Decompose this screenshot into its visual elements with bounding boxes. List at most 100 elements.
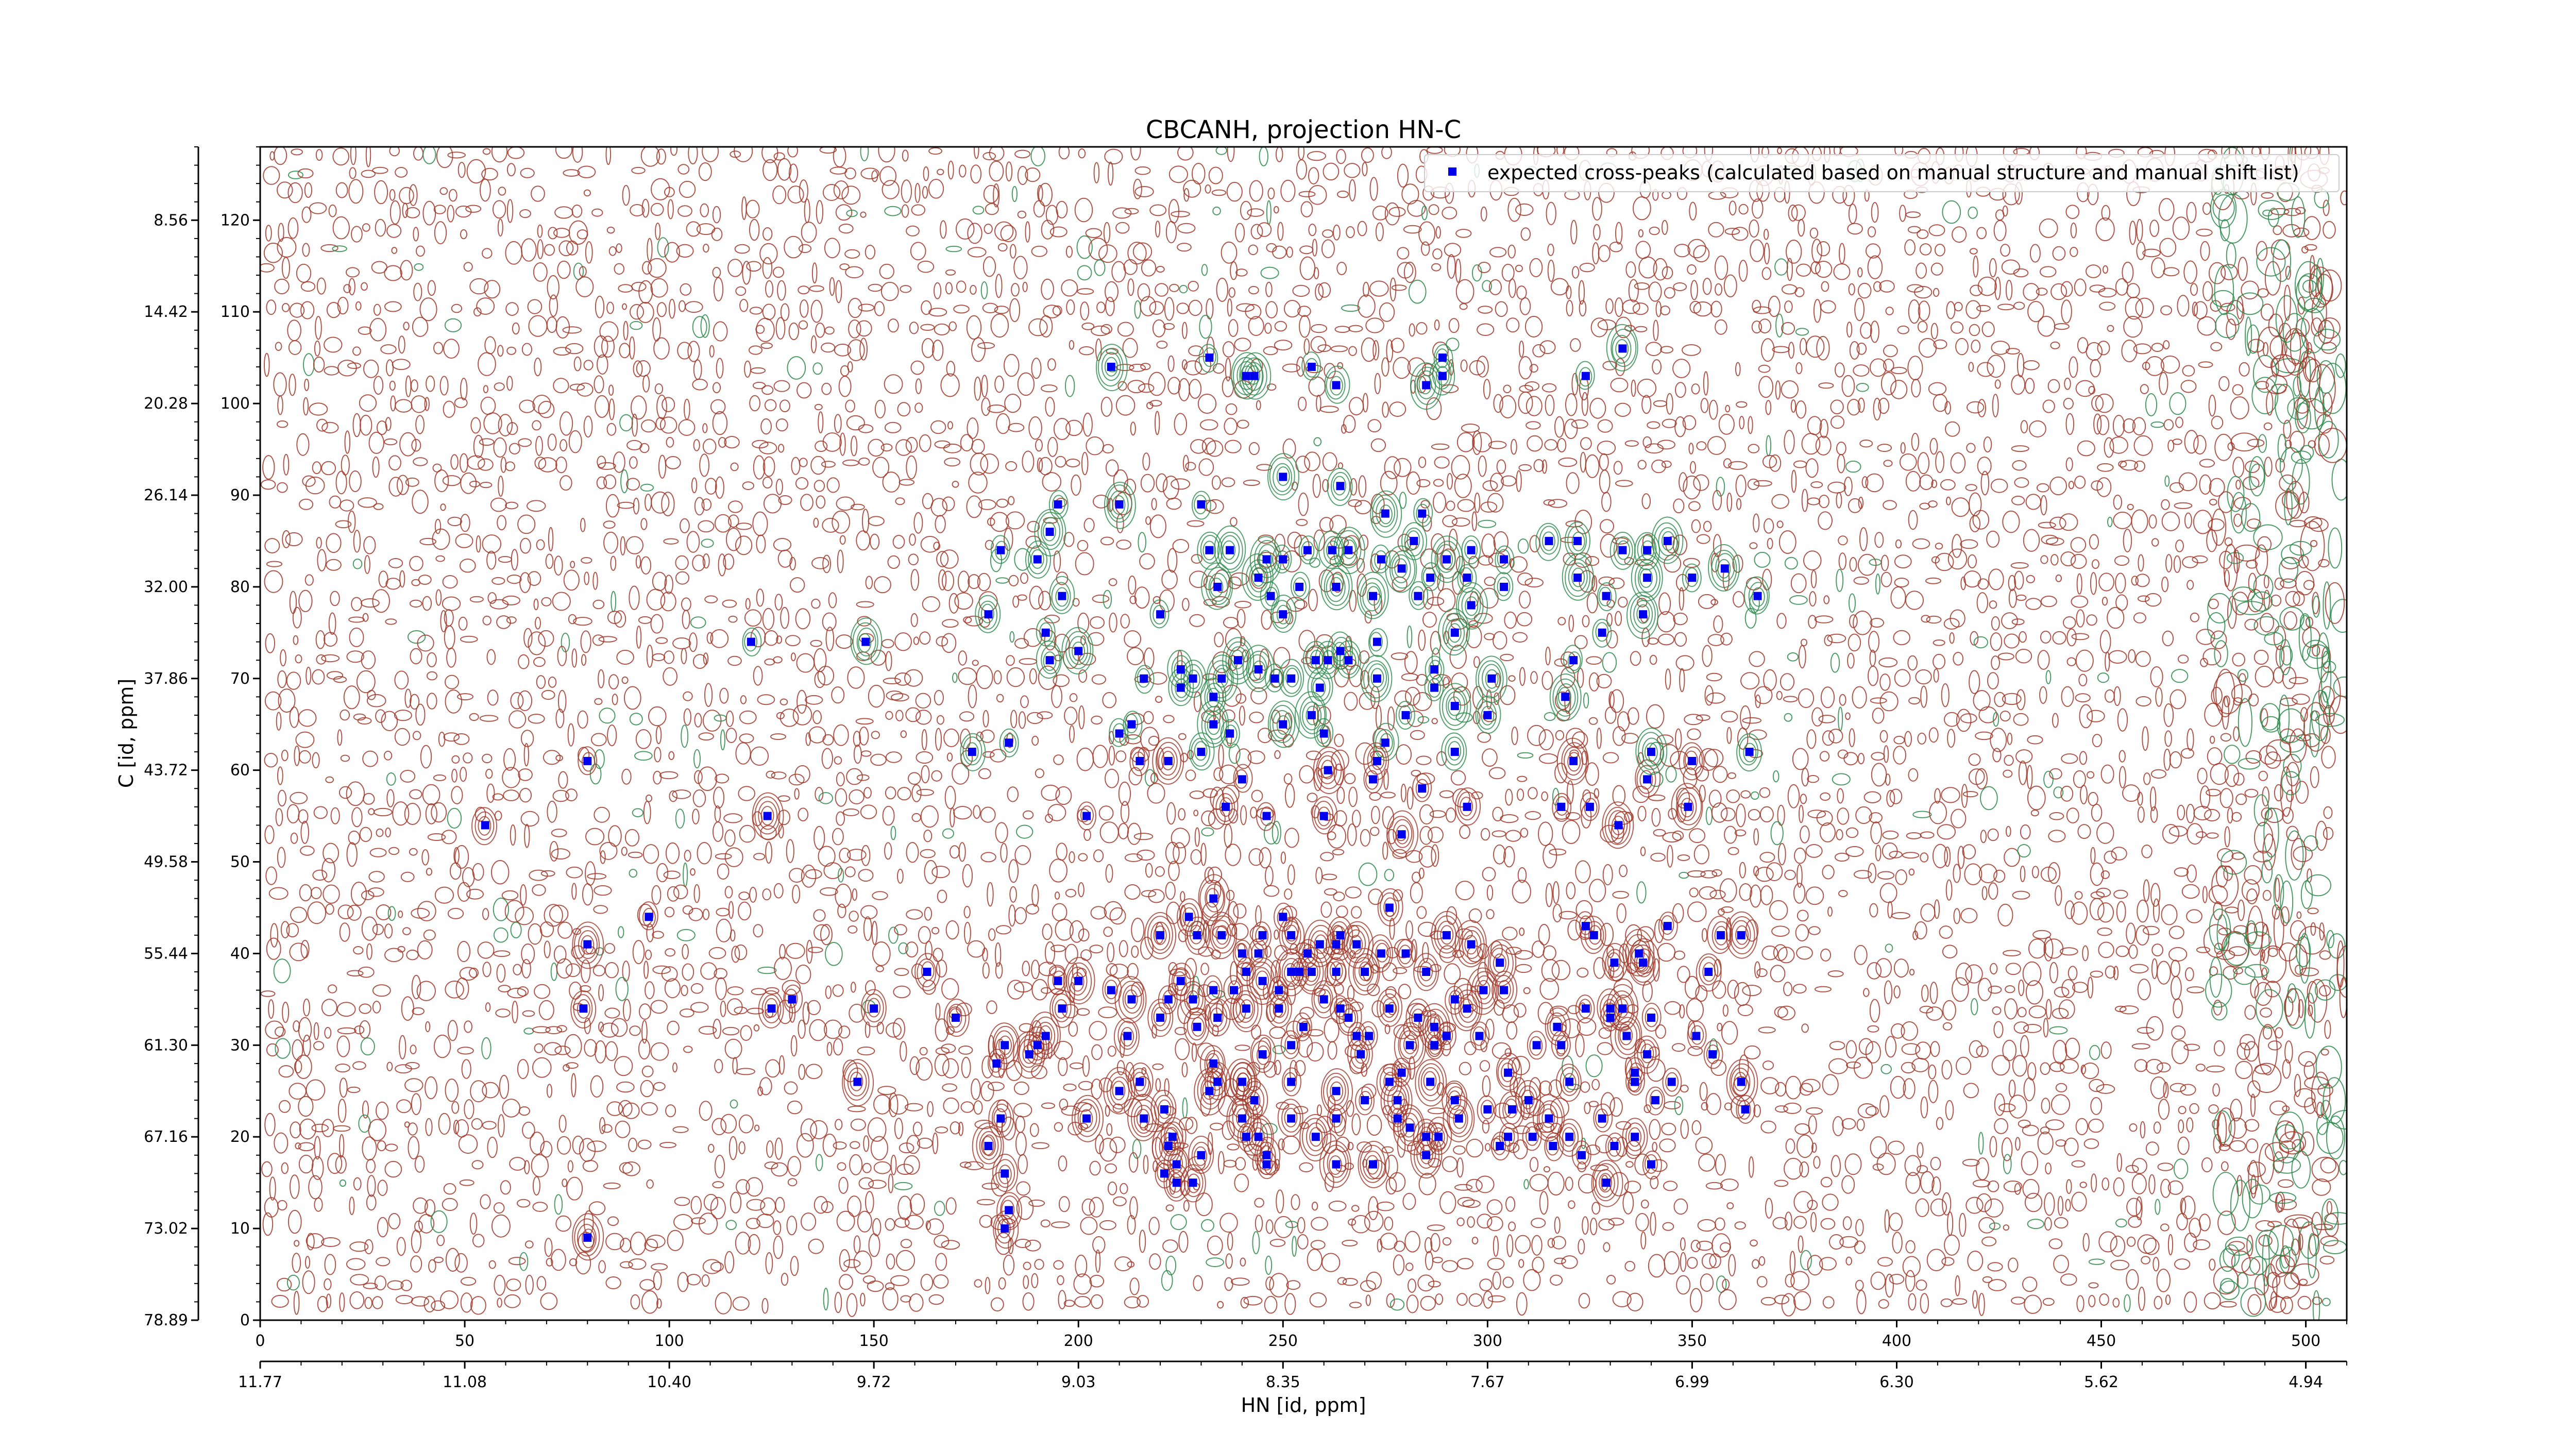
noise-contour [1403, 261, 1416, 283]
noise-contour [690, 868, 696, 876]
noise-contour [1941, 787, 1960, 803]
noise-contour [1128, 767, 1142, 786]
noise-contour [1386, 339, 1394, 363]
noise-contour [874, 576, 891, 594]
noise-contour [734, 944, 748, 961]
noise-contour [1893, 985, 1901, 999]
noise-contour [316, 537, 322, 549]
noise-contour [525, 1274, 534, 1295]
noise-contour [445, 1248, 460, 1272]
noise-contour [1915, 669, 1932, 685]
noise-contour [1453, 1145, 1466, 1155]
noise-contour [2076, 1295, 2084, 1312]
noise-contour [2023, 1024, 2042, 1033]
noise-contour [1673, 612, 1688, 626]
noise-contour [1869, 812, 1883, 823]
noise-contour [1422, 612, 1437, 628]
noise-contour [1956, 1056, 1972, 1075]
noise-contour [423, 1295, 436, 1313]
noise-contour [2022, 1276, 2038, 1292]
noise-contour [1689, 828, 1706, 844]
noise-contour [506, 422, 518, 435]
noise-contour [1040, 1219, 1050, 1227]
noise-contour [1545, 646, 1551, 666]
noise-contour [1636, 881, 1647, 904]
noise-contour [976, 1199, 995, 1205]
noise-contour [1592, 242, 1600, 264]
noise-contour [960, 434, 974, 452]
noise-contour [1797, 909, 1809, 922]
noise-contour [1987, 828, 1999, 841]
noise-contour [353, 530, 361, 553]
noise-contour [692, 789, 706, 807]
noise-contour [1856, 383, 1869, 392]
noise-contour [1031, 245, 1048, 257]
noise-contour [524, 823, 530, 848]
noise-contour [1912, 811, 1932, 818]
noise-contour [1065, 459, 1080, 467]
noise-contour [541, 597, 552, 606]
noise-contour [1969, 670, 1980, 694]
noise-contour [1482, 748, 1498, 767]
noise-contour [787, 1156, 801, 1177]
noise-contour [1028, 318, 1048, 336]
noise-contour [360, 1037, 375, 1056]
noise-contour [1894, 669, 1911, 687]
noise-contour [836, 496, 855, 511]
noise-contour [838, 1025, 851, 1039]
noise-contour [702, 147, 719, 162]
noise-contour [507, 147, 525, 159]
noise-contour [517, 1059, 529, 1080]
noise-contour [1907, 356, 1923, 380]
noise-contour [730, 1191, 742, 1214]
noise-contour [1479, 1278, 1493, 1291]
noise-contour [1880, 1064, 1892, 1074]
noise-contour [703, 652, 709, 665]
noise-contour [509, 1157, 526, 1171]
noise-contour [972, 206, 985, 215]
noise-contour [868, 1233, 880, 1257]
noise-contour [745, 1218, 761, 1229]
noise-contour [1103, 222, 1111, 244]
noise-contour [1690, 280, 1698, 300]
noise-contour [1859, 440, 1873, 448]
noise-contour [1163, 323, 1175, 330]
noise-contour [1978, 1217, 1995, 1234]
noise-contour [501, 890, 519, 901]
noise-contour [1439, 790, 1454, 799]
noise-contour [2049, 768, 2062, 780]
noise-contour [1248, 848, 1264, 866]
noise-contour [413, 227, 419, 242]
noise-contour [598, 984, 604, 1002]
noise-contour [839, 263, 850, 271]
noise-contour [1447, 254, 1456, 279]
noise-contour [773, 152, 785, 161]
noise-contour [730, 462, 739, 471]
noise-contour [523, 743, 529, 767]
noise-contour [921, 338, 935, 358]
noise-contour [583, 189, 591, 197]
noise-contour [1571, 419, 1588, 429]
noise-contour [1362, 393, 1368, 413]
noise-contour [1058, 1290, 1066, 1309]
noise-contour [1102, 444, 1114, 454]
noise-contour [910, 613, 918, 627]
noise-contour [849, 789, 865, 804]
noise-contour [996, 694, 1004, 703]
noise-contour [710, 399, 726, 415]
noise-contour [442, 596, 461, 611]
noise-contour [788, 163, 799, 183]
noise-contour [1299, 765, 1315, 784]
noise-contour [2136, 925, 2149, 946]
noise-contour [873, 1094, 891, 1115]
noise-contour [1061, 279, 1078, 297]
noise-contour [1718, 414, 1735, 435]
noise-contour [2041, 1098, 2050, 1114]
noise-contour [605, 147, 612, 165]
noise-contour [1635, 1213, 1649, 1232]
noise-contour [2002, 693, 2022, 705]
noise-contour [460, 378, 468, 400]
noise-contour [1564, 689, 1571, 714]
noise-contour [2023, 1077, 2036, 1102]
noise-contour [727, 986, 744, 996]
